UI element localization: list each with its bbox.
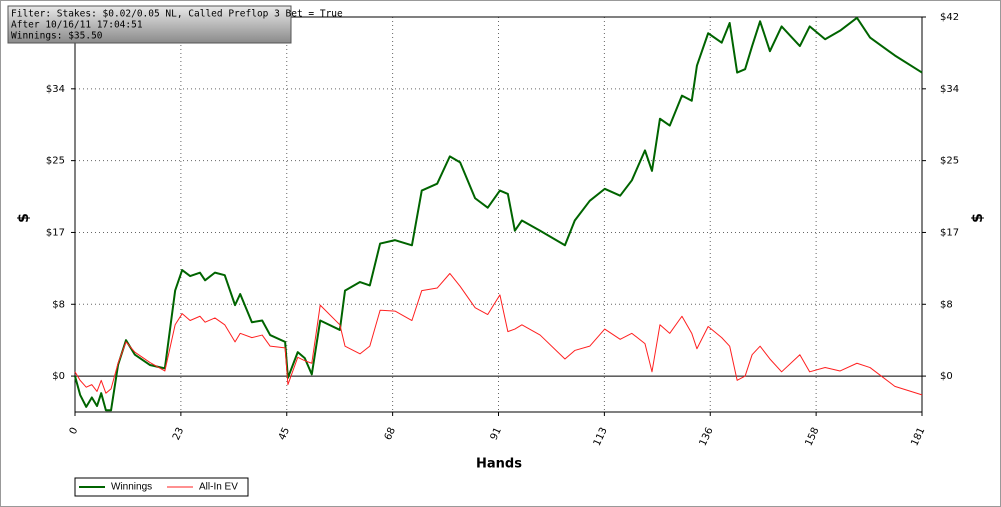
y2-tick-label: $42 (940, 12, 959, 23)
plot-area: $0$0$8$8$17$17$25$25$34$34$42$4202345689… (46, 12, 959, 448)
y-tick-label: $25 (46, 156, 65, 167)
legend-label: All-In EV (199, 482, 238, 493)
legend-label: Winnings (111, 482, 152, 493)
y-tick-label: $0 (52, 371, 65, 382)
info-line: Filter: Stakes: $0.02/0.05 NL, Called Pr… (11, 9, 343, 20)
y2-tick-label: $25 (940, 156, 959, 167)
legend: Winnings All-In EV (74, 477, 249, 497)
info-line: Winnings: $35.50 (11, 31, 103, 42)
y2-tick-label: $34 (940, 84, 959, 95)
y2-tick-label: $17 (940, 227, 959, 238)
x-tick-label: 68 (383, 426, 398, 442)
x-tick-label: 45 (277, 426, 292, 442)
legend-box (74, 477, 249, 497)
y2-tick-label: $0 (940, 371, 953, 382)
y-axis-label: $ (16, 213, 32, 223)
y-tick-label: $34 (46, 84, 65, 95)
x-tick-label: 23 (171, 426, 186, 442)
x-axis-label: Hands (476, 457, 522, 472)
y2-tick-label: $8 (940, 299, 953, 310)
y2-axis-label: $ (970, 213, 986, 223)
series-line (74, 272, 923, 396)
info-line: After 10/16/11 17:04:51 (11, 20, 143, 31)
x-tick-label: 91 (489, 426, 504, 442)
plot-border (74, 16, 923, 413)
y-tick-label: $8 (52, 299, 65, 310)
series-line (74, 16, 923, 412)
x-tick-label: 0 (68, 426, 81, 436)
info-box: Filter: Stakes: $0.02/0.05 NL, Called Pr… (7, 5, 343, 44)
info-background (7, 5, 292, 44)
y-tick-label: $17 (46, 227, 65, 238)
